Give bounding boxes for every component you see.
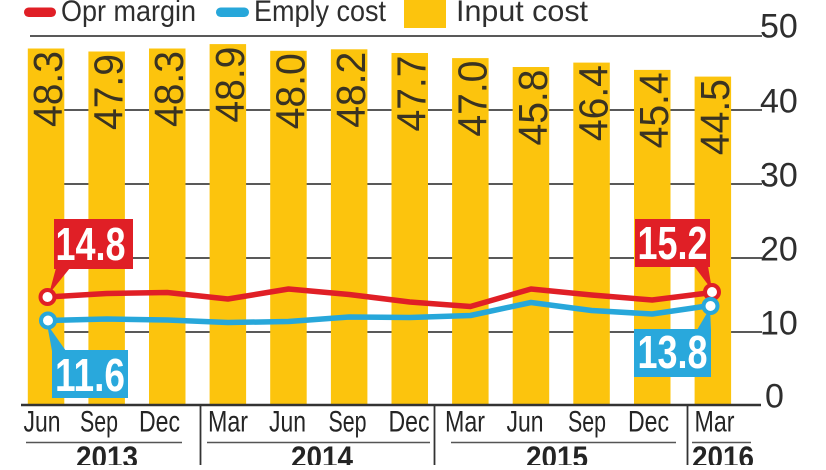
- svg-text:45.8: 45.8: [510, 70, 556, 146]
- svg-text:Sep: Sep: [568, 406, 606, 439]
- svg-text:Dec: Dec: [389, 406, 430, 439]
- svg-text:50: 50: [760, 8, 798, 46]
- svg-text:47.7: 47.7: [389, 56, 435, 132]
- svg-text:48.2: 48.2: [328, 52, 374, 128]
- svg-text:20: 20: [760, 231, 798, 269]
- svg-text:Mar: Mar: [445, 406, 485, 439]
- svg-text:15.2: 15.2: [638, 217, 708, 269]
- svg-text:44.5: 44.5: [692, 79, 738, 155]
- svg-text:30: 30: [760, 157, 798, 195]
- svg-text:Input cost: Input cost: [456, 0, 589, 28]
- svg-text:40: 40: [760, 83, 798, 121]
- svg-text:Mar: Mar: [208, 406, 248, 439]
- svg-text:14.8: 14.8: [56, 218, 126, 270]
- svg-text:48.3: 48.3: [25, 51, 71, 127]
- svg-text:47.0: 47.0: [449, 61, 495, 137]
- svg-text:Dec: Dec: [628, 406, 669, 439]
- svg-text:48.0: 48.0: [268, 53, 314, 129]
- svg-text:45.4: 45.4: [631, 72, 677, 148]
- svg-text:10: 10: [760, 305, 798, 343]
- svg-text:11.6: 11.6: [55, 349, 125, 401]
- svg-text:Jun: Jun: [24, 406, 61, 439]
- svg-text:48.3: 48.3: [146, 51, 192, 127]
- svg-text:Dec: Dec: [139, 406, 180, 439]
- svg-text:2013: 2013: [76, 440, 138, 466]
- svg-text:Jun: Jun: [507, 406, 544, 439]
- svg-text:Mar: Mar: [695, 406, 735, 439]
- svg-text:2015: 2015: [526, 440, 588, 466]
- svg-text:Opr margin: Opr margin: [61, 0, 196, 28]
- svg-text:Emply cost: Emply cost: [254, 0, 387, 28]
- svg-text:13.8: 13.8: [638, 326, 708, 378]
- svg-text:0: 0: [765, 378, 784, 416]
- svg-text:48.9: 48.9: [207, 47, 253, 123]
- svg-text:Sep: Sep: [329, 406, 367, 439]
- svg-text:46.4: 46.4: [571, 65, 617, 141]
- svg-text:Jun: Jun: [269, 406, 306, 439]
- svg-text:47.9: 47.9: [86, 54, 132, 130]
- svg-text:Sep: Sep: [80, 406, 118, 439]
- svg-text:2016: 2016: [692, 440, 754, 466]
- svg-text:2014: 2014: [291, 440, 354, 466]
